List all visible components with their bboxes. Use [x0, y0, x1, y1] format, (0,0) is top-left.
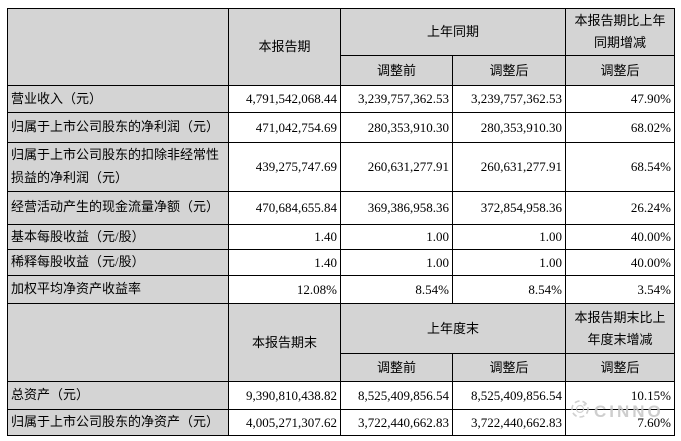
value-prior-after: 280,353,910.30	[451, 112, 567, 144]
row-label: 营业收入（元）	[7, 85, 229, 114]
value-current: 9,390,810,438.82	[228, 381, 341, 411]
subheader-before-adjust: 调整前	[340, 353, 453, 383]
value-prior-before: 1.00	[340, 223, 453, 251]
value-current: 4,791,542,068.44	[228, 85, 341, 114]
value-prior-after: 8.54%	[451, 275, 567, 305]
subheader-before-adjust: 调整前	[340, 55, 453, 87]
header-current-period-end: 本报告期末	[228, 303, 341, 383]
row-label: 基本每股收益（元/股）	[7, 223, 229, 251]
value-prior-before: 1.00	[340, 249, 453, 277]
table-row-net-profit-deducted: 归属于上市公司股东的扣除非经常性损益的净利润（元） 439,275,747.69…	[7, 142, 676, 192]
value-change: 47.90%	[565, 85, 676, 114]
table-row-operating-revenue: 营业收入（元） 4,791,542,068.44 3,239,757,362.5…	[7, 85, 676, 114]
value-change: 7.60%	[565, 409, 676, 437]
header-current-period: 本报告期	[228, 7, 341, 87]
header-prior-period-group: 上年同期	[339, 7, 567, 57]
header-period-end-change-group: 本报告期末比上年度末增减	[565, 303, 676, 355]
value-current: 439,275,747.69	[228, 142, 341, 192]
value-prior-after: 260,631,277.91	[451, 142, 567, 192]
table-row-weighted-avg-roe: 加权平均净资产收益率 12.08% 8.54% 8.54% 3.54%	[7, 275, 676, 305]
table-row-net-assets: 归属于上市公司股东的净资产（元） 4,005,271,307.62 3,722,…	[7, 409, 676, 437]
table-row-diluted-eps: 稀释每股收益（元/股） 1.40 1.00 1.00 40.00%	[7, 249, 676, 277]
value-prior-after: 1.00	[451, 223, 567, 251]
corner-cell-section1	[7, 7, 229, 87]
value-change: 10.15%	[565, 381, 676, 411]
value-prior-before: 8,525,409,856.54	[340, 381, 453, 411]
value-prior-after: 3,722,440,662.83	[451, 409, 567, 437]
value-change: 40.00%	[565, 223, 676, 251]
value-current: 470,684,655.84	[228, 190, 341, 225]
row-label: 总资产（元）	[7, 381, 229, 411]
row-label: 稀释每股收益（元/股）	[7, 249, 229, 277]
table-row-total-assets: 总资产（元） 9,390,810,438.82 8,525,409,856.54…	[7, 381, 676, 411]
value-prior-before: 260,631,277.91	[340, 142, 453, 192]
value-current: 1.40	[228, 249, 341, 277]
table-row-basic-eps: 基本每股收益（元/股） 1.40 1.00 1.00 40.00%	[7, 223, 676, 251]
corner-cell-section2	[7, 303, 229, 383]
key-accounting-data-table: 本报告期 上年同期 本报告期比上年同期增减 调整前 调整后 调整后 营业收入（元…	[7, 7, 676, 437]
subheader-after-adjust: 调整后	[451, 353, 567, 383]
header-change-group: 本报告期比上年同期增减	[565, 7, 676, 57]
value-current: 12.08%	[228, 275, 341, 305]
value-prior-after: 3,239,757,362.53	[451, 85, 567, 114]
subheader-change-after-adjust: 调整后	[565, 353, 676, 383]
value-prior-before: 369,386,958.36	[340, 190, 453, 225]
value-change: 26.24%	[565, 190, 676, 225]
value-current: 471,042,754.69	[228, 112, 341, 144]
row-label: 归属于上市公司股东的扣除非经常性损益的净利润（元）	[7, 142, 229, 192]
subheader-change-after-adjust: 调整后	[565, 55, 676, 87]
row-label: 归属于上市公司股东的净利润（元）	[7, 112, 229, 144]
value-prior-after: 1.00	[451, 249, 567, 277]
value-prior-after: 8,525,409,856.54	[451, 381, 567, 411]
value-prior-before: 3,239,757,362.53	[340, 85, 453, 114]
row-label: 加权平均净资产收益率	[7, 275, 229, 305]
value-change: 68.54%	[565, 142, 676, 192]
value-prior-before: 280,353,910.30	[340, 112, 453, 144]
subheader-after-adjust: 调整后	[451, 55, 567, 87]
value-prior-after: 372,854,958.36	[451, 190, 567, 225]
value-prior-before: 8.54%	[340, 275, 453, 305]
value-change: 3.54%	[565, 275, 676, 305]
table-row-operating-cash-flow: 经营活动产生的现金流量净额（元） 470,684,655.84 369,386,…	[7, 190, 676, 225]
value-current: 1.40	[228, 223, 341, 251]
table-row-net-profit: 归属于上市公司股东的净利润（元） 471,042,754.69 280,353,…	[7, 112, 676, 144]
value-prior-before: 3,722,440,662.83	[340, 409, 453, 437]
row-label: 经营活动产生的现金流量净额（元）	[7, 190, 229, 225]
value-change: 68.02%	[565, 112, 676, 144]
row-label: 归属于上市公司股东的净资产（元）	[7, 409, 229, 437]
value-current: 4,005,271,307.62	[228, 409, 341, 437]
value-change: 40.00%	[565, 249, 676, 277]
header-prior-year-end-group: 上年度末	[339, 303, 567, 355]
